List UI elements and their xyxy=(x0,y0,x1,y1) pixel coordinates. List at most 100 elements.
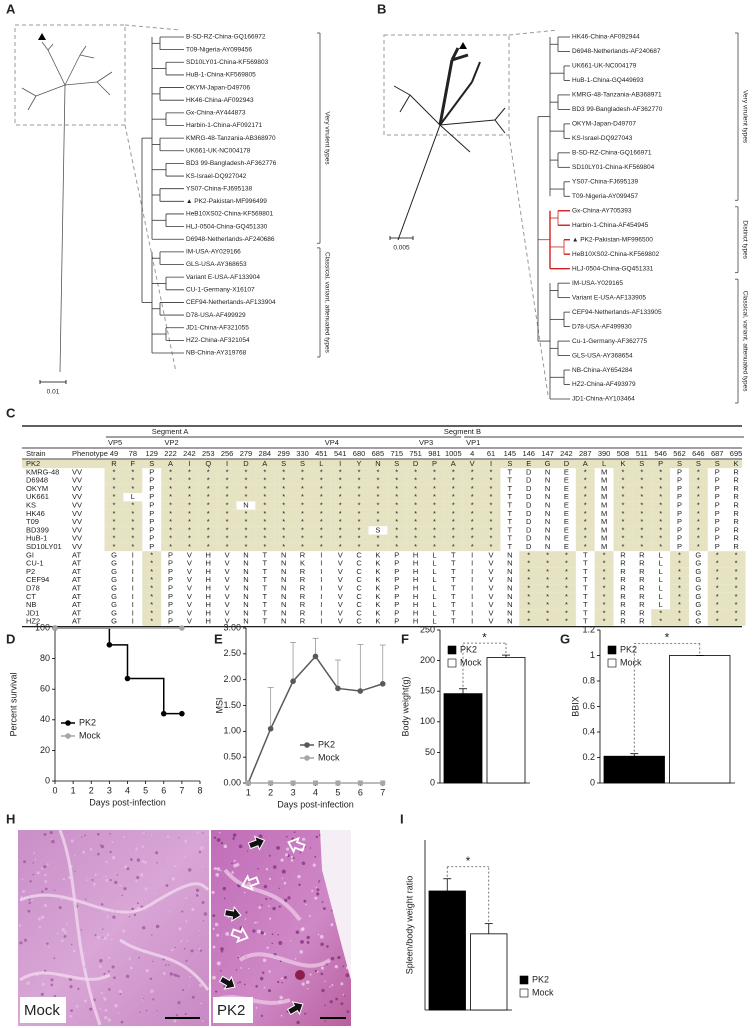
residue: V xyxy=(338,600,343,609)
residue: T xyxy=(508,492,513,501)
tissue-dot xyxy=(316,892,320,896)
residue: * xyxy=(301,509,304,518)
residue: N xyxy=(281,617,286,626)
tissue-dot xyxy=(176,1014,179,1017)
tissue-dot xyxy=(72,949,76,953)
cell-highlight xyxy=(161,476,180,485)
cell-highlight xyxy=(198,501,218,510)
residue: * xyxy=(244,534,247,543)
zoom-connector xyxy=(124,24,181,31)
cell-highlight xyxy=(651,484,671,494)
phenotype: VV xyxy=(72,484,82,493)
tissue-dot xyxy=(222,886,227,891)
residue: * xyxy=(414,525,417,534)
y-tick-label: 0 xyxy=(45,775,50,785)
residue: * xyxy=(697,492,700,501)
residue: R xyxy=(300,617,306,626)
residue: * xyxy=(603,600,606,609)
arrow-shape xyxy=(287,836,306,854)
residue: V xyxy=(225,550,230,559)
tissue-dot xyxy=(309,847,311,849)
tissue-dot xyxy=(61,928,66,932)
tissue-dot xyxy=(44,887,48,891)
leaf-label: NB-China-AY319768 xyxy=(186,350,247,357)
residue: P xyxy=(168,617,173,626)
residue: L xyxy=(432,550,436,559)
leaf-label: ▲ PK2-Pakistan-MF996500 xyxy=(572,236,653,243)
cell-highlight xyxy=(330,526,350,535)
residue: V xyxy=(187,575,192,584)
cell-highlight xyxy=(443,526,463,535)
tissue-dot xyxy=(185,920,188,923)
zoom-connector xyxy=(508,29,559,36)
cell-highlight xyxy=(406,509,426,518)
tissue-dot xyxy=(107,956,111,960)
cell-highlight xyxy=(575,526,595,535)
cell-highlight xyxy=(368,509,388,518)
tissue-dot xyxy=(278,905,281,908)
cell-highlight xyxy=(651,609,671,618)
legend-swatch xyxy=(519,975,529,985)
residue: * xyxy=(263,500,266,509)
residue: * xyxy=(226,525,229,534)
residue: T xyxy=(583,608,588,617)
residue: * xyxy=(621,492,624,501)
residue: G xyxy=(111,575,117,584)
marker xyxy=(267,725,274,732)
residue: F xyxy=(131,459,136,468)
position: 511 xyxy=(636,449,648,458)
position: 222 xyxy=(164,449,177,458)
residue: P xyxy=(168,567,173,576)
residue: V xyxy=(338,592,343,601)
residue: * xyxy=(527,600,530,609)
position: 253 xyxy=(202,449,215,458)
tissue-dot xyxy=(135,858,137,861)
strain: T09 xyxy=(26,517,39,526)
cell-highlight xyxy=(123,484,143,494)
residue: R xyxy=(620,608,626,617)
arrow xyxy=(230,926,249,944)
residue: * xyxy=(716,617,719,626)
legend-label: PK2 xyxy=(532,974,549,984)
residue: * xyxy=(150,550,153,559)
marker xyxy=(357,688,364,694)
cell-highlight xyxy=(311,501,331,510)
residue: N xyxy=(243,567,248,576)
residue: * xyxy=(131,534,134,543)
residue: * xyxy=(150,575,153,584)
residue: * xyxy=(263,484,266,493)
tissue-dot xyxy=(111,841,114,843)
cell-highlight xyxy=(179,493,199,502)
tissue-dot xyxy=(259,976,264,981)
cell-highlight xyxy=(575,468,595,477)
residue: * xyxy=(358,484,361,493)
tissue-dot xyxy=(74,870,76,873)
leaf-label: D6948-Netherlands-AF240687 xyxy=(572,48,661,55)
residue: N xyxy=(545,517,550,526)
cell-highlight xyxy=(104,476,124,485)
residue: M xyxy=(601,534,607,543)
tissue-dot xyxy=(104,875,107,878)
leaf-label: IM-USA-Y029165 xyxy=(572,280,623,287)
tissue-dot xyxy=(150,989,154,993)
cell-highlight xyxy=(406,542,426,552)
cell-highlight xyxy=(161,517,180,527)
tissue-dot xyxy=(114,880,118,885)
cell-highlight xyxy=(462,526,482,535)
residue: * xyxy=(282,517,285,526)
residue: G xyxy=(111,600,117,609)
residue: * xyxy=(584,542,587,551)
residue: T xyxy=(583,617,588,626)
residue: * xyxy=(395,500,398,509)
phenotype: VV xyxy=(72,476,82,485)
cell-highlight xyxy=(217,526,237,535)
residue: * xyxy=(320,500,323,509)
cell-highlight xyxy=(556,600,576,610)
cell-highlight xyxy=(443,501,463,510)
cell-highlight xyxy=(651,526,671,535)
phenotype: VV xyxy=(72,509,82,518)
tissue-dot xyxy=(130,966,133,970)
residue: * xyxy=(490,534,493,543)
tissue-dot xyxy=(300,940,304,944)
tree-branch xyxy=(59,84,66,373)
